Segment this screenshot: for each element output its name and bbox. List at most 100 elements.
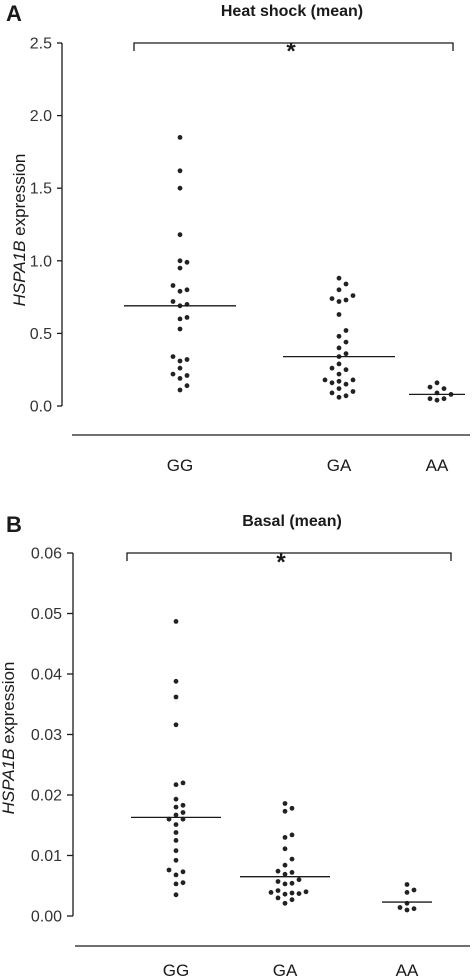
panel-a-category-label-aa: AA [426, 456, 449, 475]
panel-b-point-aa [411, 887, 417, 893]
panel-a-point-gg [184, 383, 190, 389]
panel-a-point-ga [336, 394, 342, 400]
panel-b-point-gg [173, 881, 179, 887]
panel-b-point-ga [282, 900, 288, 906]
panel-b-point-ga [282, 871, 288, 877]
panel-b-point-gg [173, 892, 179, 898]
panel-b-point-gg [173, 830, 179, 835]
panel-b-point-gg [173, 796, 179, 802]
panel-a-point-aa [441, 386, 447, 391]
panel-a-point-ga [343, 367, 349, 373]
panel-a-y-tick-label: 2.5 [30, 36, 52, 53]
panel-b-point-ga [275, 868, 281, 874]
panel-b-category-label-gg: GG [163, 961, 189, 979]
panel-a-point-gg [177, 288, 183, 294]
panel-a-title: Heat shock (mean) [221, 3, 363, 20]
panel-a-point-gg [177, 232, 183, 238]
panel-b-point-ga [303, 889, 309, 895]
panel-b-point-ga [275, 879, 281, 884]
panel-a-point-ga [350, 377, 356, 383]
panel-a-point-aa [434, 380, 440, 386]
panel-a-point-ga [336, 345, 342, 351]
panel-a-point-aa [441, 396, 447, 402]
panel-a-point-ga [336, 299, 342, 304]
panel-a-point-gg [177, 326, 183, 332]
panel-a-y-axis-label-gene: HSPA1B [10, 241, 29, 307]
panel-b-point-ga [282, 862, 288, 868]
panel-b-point-gg [173, 804, 179, 810]
panel-b-point-ga [282, 808, 288, 814]
panel-a-point-ga [336, 287, 342, 293]
panel-a-point-gg [184, 259, 190, 265]
panel-b-point-gg [173, 678, 179, 684]
panel-b-point-gg [180, 810, 186, 815]
panel-a-y-tick-label: 2.0 [30, 108, 52, 125]
panel-b-y-axis-label-unit: expression [0, 662, 18, 749]
panel-a-point-ga [343, 351, 349, 357]
panel-a-point-ga [336, 371, 342, 377]
panel-b-y-tick-label: 0.03 [31, 727, 62, 744]
panel-b-letter: B [6, 512, 22, 537]
panel-a-point-ga [336, 361, 342, 367]
panel-a-category-label-ga: GA [327, 456, 352, 475]
panel-b-point-gg [173, 848, 179, 854]
panel-a-point-ga [336, 275, 342, 281]
panel-b-point-gg [173, 722, 179, 728]
panel-b-point-gg [173, 872, 179, 878]
panel-b-y-tick-label: 0.00 [31, 909, 62, 926]
panel-a-point-gg [177, 185, 183, 191]
panel-a-point-aa [427, 396, 433, 402]
panel-b-point-gg [180, 802, 186, 808]
panel-b-point-ga [296, 877, 302, 883]
panel-b-point-gg [173, 822, 179, 827]
panel-a-point-ga [343, 381, 349, 387]
panel-b-point-ga [282, 846, 288, 852]
panel-b-point-ga [282, 881, 288, 887]
panel-b-point-gg [173, 812, 179, 818]
panel-a-point-ga [329, 365, 335, 371]
panel-b-point-gg [173, 857, 179, 863]
panel-a-point-gg [177, 387, 183, 393]
panel-a-point-ga [343, 281, 349, 287]
panel-a-y-tick-label: 0.5 [30, 326, 52, 343]
panel-a-significance-bracket [133, 42, 454, 51]
panel-b-point-gg [173, 619, 179, 624]
panel-a-letter: A [6, 1, 22, 26]
panel-b-y-tick-label: 0.01 [31, 848, 62, 865]
panel-a-point-gg [170, 283, 176, 288]
panel-b-point-ga [275, 895, 281, 901]
panel-b-point-gg [180, 780, 186, 786]
panel-b-point-ga [289, 856, 295, 862]
panel-a-point-aa [434, 397, 440, 403]
panel-a-point-ga [343, 393, 349, 399]
panel-a-point-gg [177, 258, 183, 264]
panel-b-point-ga [268, 890, 274, 895]
panel-b-point-ga [282, 835, 288, 840]
panel-a-point-gg [177, 168, 183, 174]
panel-a-point-ga [322, 377, 328, 383]
panel-a-point-gg [177, 358, 183, 364]
panel-a-point-ga [336, 333, 342, 339]
panel-a-point-gg [184, 315, 190, 320]
panel-b-y-tick-label: 0.06 [31, 546, 62, 563]
panel-b-point-ga [275, 888, 281, 893]
panel-a-point-gg [184, 357, 190, 362]
panel-a-point-gg [184, 287, 190, 293]
panel-b-significance-bracket [126, 552, 452, 561]
panel-b-point-aa [404, 882, 410, 887]
panel-b-point-ga [289, 805, 295, 811]
panel-b-point-ga [289, 870, 295, 875]
panel-a-point-gg [177, 316, 183, 322]
panel-b-point-ga [289, 897, 295, 903]
panel-a-point-ga [343, 339, 349, 345]
panel-b-point-gg [173, 694, 179, 700]
panel-a-y-axis-label-unit: expression [10, 154, 29, 241]
panel-b-y-tick-label: 0.05 [31, 606, 62, 623]
panel-a-point-ga [329, 390, 335, 396]
panel-b-y-tick-label: 0.02 [31, 788, 62, 805]
panel-a-category-label-gg: GG [167, 456, 193, 475]
panel-b-y-axis-label: HSPA1B expression [0, 662, 18, 815]
panel-b-point-gg [180, 869, 186, 875]
panel-a-point-gg [177, 265, 183, 271]
